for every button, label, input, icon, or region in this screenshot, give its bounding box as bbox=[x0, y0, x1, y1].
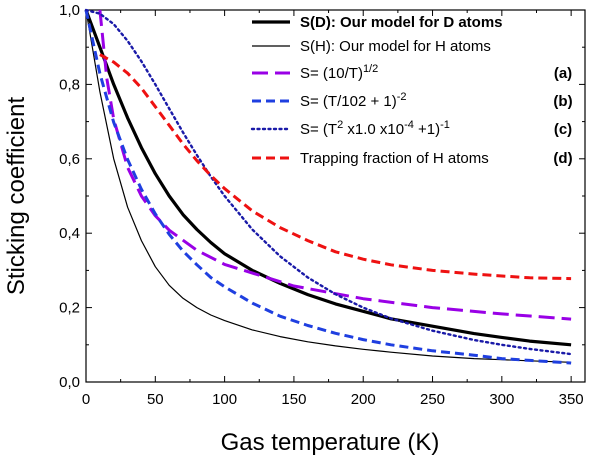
legend-tag-6: (d) bbox=[553, 150, 572, 167]
series-line-6 bbox=[99, 53, 572, 281]
x-tick-label: 200 bbox=[351, 391, 376, 408]
legend-label-3: S= (10/T)1/2 bbox=[300, 63, 378, 82]
legend-label-5: S= (T2 x1.0 x10-4 +1)-1 bbox=[300, 119, 450, 138]
x-tick-label: 150 bbox=[281, 391, 306, 408]
legend-label-2: S(H): Our model for H atoms bbox=[300, 38, 491, 55]
series-line-5 bbox=[84, 8, 573, 356]
legend-label-6: Trapping fraction of H atoms bbox=[300, 150, 489, 167]
legend-label-4: S= (T/102 + 1)-2 bbox=[300, 91, 407, 110]
x-tick-label: 300 bbox=[489, 391, 514, 408]
x-tick-label: 0 bbox=[82, 391, 90, 408]
legend-tag-4: (b) bbox=[553, 93, 572, 110]
x-tick-label: 350 bbox=[559, 391, 584, 408]
axis-ticks: 0 50 100 150 200 250 300 350 0,0 0,2 0,4 0,6 0,8 1,0 bbox=[59, 2, 585, 408]
y-tick-label: 0,6 bbox=[59, 151, 80, 168]
legend-tag-3: (a) bbox=[554, 65, 572, 82]
y-axis-title: Sticking coefficient bbox=[3, 97, 30, 296]
legend-label-1: S(D): Our model for D atoms bbox=[300, 14, 503, 31]
x-tick-label: 250 bbox=[420, 391, 445, 408]
y-tick-label: 0,8 bbox=[59, 76, 80, 93]
series-layer bbox=[84, 8, 573, 365]
x-tick-label: 100 bbox=[212, 391, 237, 408]
x-tick-label: 50 bbox=[147, 391, 164, 408]
series-line-1 bbox=[84, 9, 572, 347]
legend-tag-5: (c) bbox=[554, 121, 572, 138]
y-tick-label: 1,0 bbox=[59, 2, 80, 19]
legend: S(D): Our model for D atoms S(H): Our mod… bbox=[250, 14, 573, 167]
series-line-2 bbox=[85, 9, 572, 363]
y-tick-label: 0,4 bbox=[59, 225, 80, 242]
y-tick-label: 0,0 bbox=[59, 374, 80, 391]
y-tick-label: 0,2 bbox=[59, 300, 80, 317]
series-line-4 bbox=[84, 9, 572, 365]
x-axis-title: Gas temperature (K) bbox=[221, 429, 440, 456]
